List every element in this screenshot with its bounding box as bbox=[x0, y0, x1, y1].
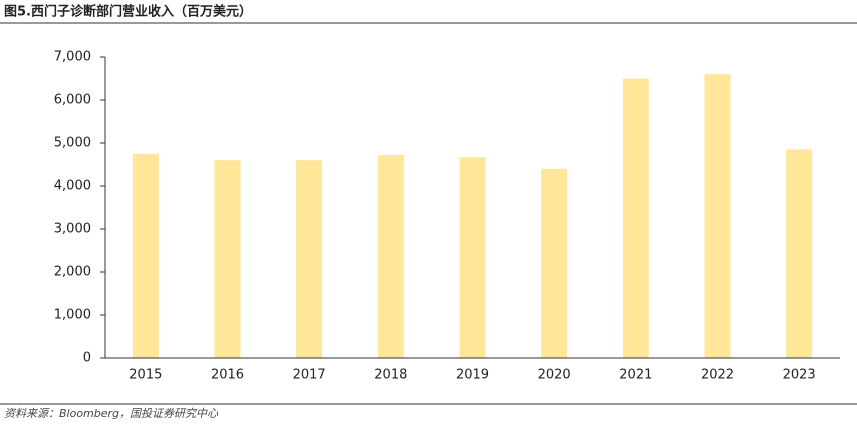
x-tick-label: 2020 bbox=[538, 368, 571, 383]
y-tick-label: 1,000 bbox=[54, 308, 91, 323]
x-tick-label: 2016 bbox=[211, 368, 244, 383]
x-tick-label: 2022 bbox=[701, 368, 734, 383]
y-tick-label: 4,000 bbox=[54, 179, 91, 194]
x-tick-label: 2015 bbox=[129, 368, 162, 383]
bar bbox=[214, 160, 241, 358]
bar bbox=[377, 155, 404, 358]
y-tick-label: 6,000 bbox=[54, 93, 91, 108]
y-tick-label: 7,000 bbox=[54, 50, 91, 65]
bar bbox=[132, 153, 159, 358]
source-note: 资料来源：Bloomberg，国投证券研究中心 bbox=[4, 407, 219, 420]
bar bbox=[786, 149, 813, 358]
bar bbox=[296, 160, 323, 358]
y-tick-label: 3,000 bbox=[54, 222, 91, 237]
bar bbox=[704, 74, 731, 358]
y-tick-label: 2,000 bbox=[54, 265, 91, 280]
bar bbox=[541, 168, 568, 358]
bar bbox=[622, 78, 649, 358]
x-tick-label: 2017 bbox=[293, 368, 326, 383]
y-tick-label: 0 bbox=[83, 351, 91, 366]
y-tick-label: 5,000 bbox=[54, 136, 91, 151]
x-tick-label: 2023 bbox=[783, 368, 816, 383]
x-tick-label: 2018 bbox=[374, 368, 407, 383]
chart-title: 图5.西门子诊断部门营业收入（百万美元） bbox=[4, 4, 252, 20]
x-tick-label: 2019 bbox=[456, 368, 489, 383]
x-tick-label: 2021 bbox=[619, 368, 652, 383]
bar bbox=[459, 157, 486, 358]
